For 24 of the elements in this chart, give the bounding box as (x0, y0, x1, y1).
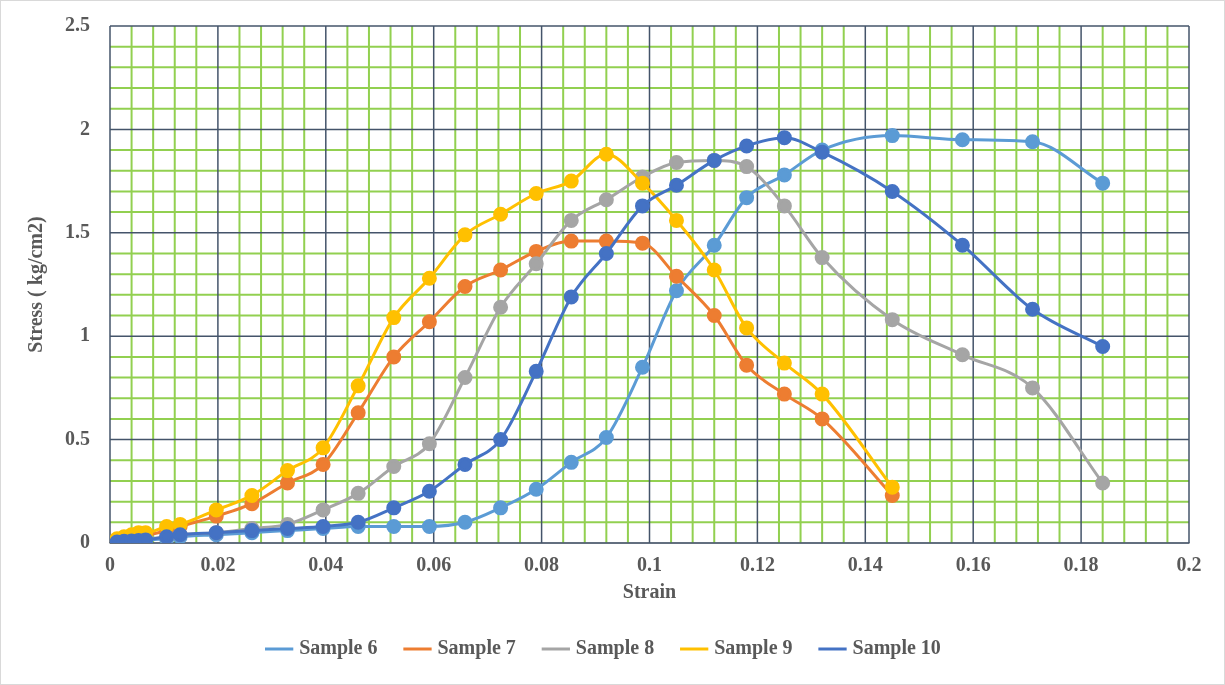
x-tick-label: 0.16 (955, 553, 991, 576)
legend-label: Sample 6 (299, 636, 378, 660)
y-tick-label: 2 (80, 116, 90, 139)
x-tick-label: 0.06 (416, 553, 452, 576)
y-tick-label: 0.5 (65, 426, 90, 449)
x-tick-label: 0.08 (524, 553, 560, 576)
x-tick-label: 0.18 (1063, 553, 1099, 576)
y-tick-label: 0 (80, 530, 90, 553)
legend-label: Sample 7 (437, 636, 516, 660)
x-axis-title: Strain (622, 580, 677, 603)
y-tick-label: 2.5 (65, 13, 90, 36)
y-tick-label: 1.5 (65, 219, 90, 242)
legend-label: Sample 9 (714, 636, 793, 660)
x-tick-label: 0.14 (847, 553, 883, 576)
x-tick-label: 0 (105, 553, 115, 576)
legend-label: Sample 10 (852, 636, 941, 660)
x-tick-label: 0.1 (637, 553, 662, 576)
x-tick-label: 0.12 (739, 553, 775, 576)
legend-label: Sample 8 (575, 636, 655, 660)
x-tick-label: 0.2 (1176, 553, 1202, 576)
y-axis-title: Stress ( kg/cm2) (24, 216, 48, 353)
y-tick-label: 1 (80, 323, 90, 346)
x-tick-label: 0.02 (200, 553, 236, 576)
x-tick-label: 0.04 (308, 553, 344, 576)
